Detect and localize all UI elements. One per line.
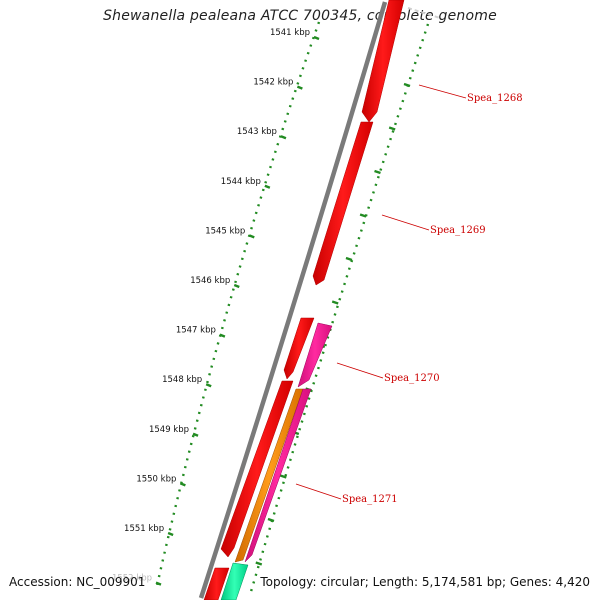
kbp-label: 1544 kbp [221, 177, 261, 187]
inner-tick [167, 531, 174, 537]
outer-tick [359, 213, 367, 218]
kbp-label: 1541 kbp [270, 28, 310, 38]
inner-tick [280, 135, 287, 140]
gene-label-spea-1270: Spea_1270 [384, 373, 440, 384]
outer-tick [255, 561, 263, 566]
outer-tick [279, 474, 287, 479]
kbp-label: 1549 kbp [149, 425, 189, 435]
kbp-label: 1546 kbp [190, 276, 230, 286]
topology-text: Topology: circular; Length: 5,174,581 bp… [260, 575, 590, 589]
inner-tick [233, 283, 240, 289]
inner-major-ticks [155, 35, 320, 586]
cds-feature-1268 [361, 0, 405, 123]
kbp-scale-labels: 1541 kbp 1542 kbp 1543 kbp 1544 kbp 1545 kbp… [112, 28, 310, 584]
inner-tick [264, 184, 271, 189]
kbp-label: 1543 kbp [237, 127, 277, 137]
kbp-label: 1542 kbp [253, 78, 293, 88]
accession-text: Accession: NC_009901 [9, 575, 146, 589]
gene-label-spea-1271: Spea_1271 [342, 494, 398, 505]
outer-arc-fragment [407, 7, 441, 19]
outer-tick [345, 256, 353, 262]
inner-tick [313, 35, 320, 41]
cds-feature-bottom [203, 567, 230, 600]
inner-tick [179, 482, 186, 487]
outer-tick [403, 82, 411, 88]
outer-tick [331, 300, 339, 305]
kbp-label: 1551 kbp [124, 524, 164, 534]
cds-feature-1269 [312, 121, 374, 286]
inner-tick [296, 85, 303, 90]
genome-backbone [198, 1, 388, 599]
cds-feature-pink-long [244, 388, 312, 563]
cds-feature-left-long [220, 380, 294, 558]
outer-major-ticks [255, 82, 411, 566]
inner-tick [155, 581, 162, 586]
cds-feature-pink-top [297, 322, 333, 388]
gene-label-spea-1268: Spea_1268 [467, 93, 523, 104]
outer-tick [267, 517, 275, 523]
outer-tick [388, 126, 396, 131]
outer-scale-ring [248, 23, 430, 596]
outer-tick [374, 169, 381, 175]
cds-feature-1270 [283, 317, 315, 380]
kbp-label: 1550 kbp [136, 474, 176, 484]
inner-tick [219, 333, 226, 338]
kbp-label: 1548 kbp [162, 375, 202, 385]
inner-tick [192, 432, 199, 437]
cds-feature-orange [234, 388, 304, 563]
kbp-label: 1552 kbp [112, 574, 152, 584]
gene-label-connectors [295, 84, 467, 500]
gene-label-spea-1269: Spea_1269 [430, 225, 486, 236]
cds-feature-green [220, 562, 249, 600]
inner-tick [205, 383, 212, 388]
kbp-label: 1547 kbp [176, 326, 216, 336]
kbp-label: 1545 kbp [205, 226, 245, 236]
inner-tick [248, 234, 255, 239]
